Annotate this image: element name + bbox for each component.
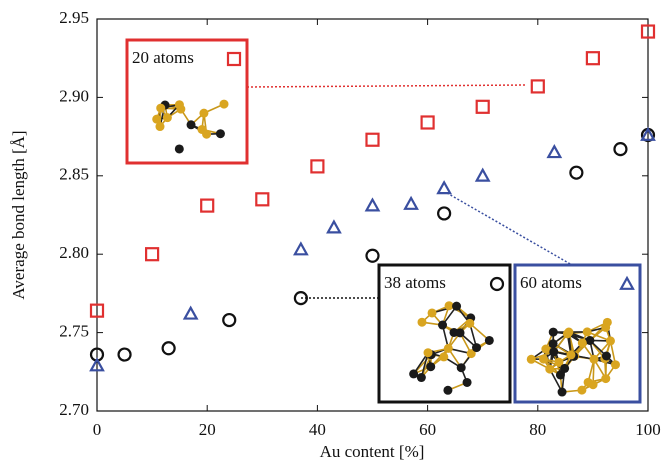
cluster-atom — [465, 319, 474, 328]
cluster-atom — [577, 386, 586, 395]
cluster-atom — [606, 336, 615, 345]
cluster-atom — [601, 374, 610, 383]
point — [295, 243, 307, 254]
y-axis-title: Average bond length [Å] — [9, 130, 28, 299]
point — [570, 167, 582, 179]
cluster-atom — [187, 120, 196, 129]
cluster-atom — [156, 104, 165, 113]
cluster-atom — [560, 364, 569, 373]
cluster-atom — [216, 129, 225, 138]
cluster-atom — [202, 130, 211, 139]
cluster-atom — [418, 318, 427, 327]
cluster-atom — [566, 350, 575, 359]
point — [328, 222, 340, 233]
x-tick-label: 40 — [309, 420, 326, 439]
x-tick-label: 100 — [635, 420, 661, 439]
cluster-atom — [175, 100, 184, 109]
cluster-atom — [578, 338, 587, 347]
y-tick-label: 2.80 — [59, 243, 89, 262]
point — [367, 250, 379, 262]
cluster-atom — [601, 323, 610, 332]
point — [438, 207, 450, 219]
point — [367, 134, 379, 146]
x-tick-label: 60 — [419, 420, 436, 439]
cluster-atom — [199, 109, 208, 118]
legend-label: 60 atoms — [520, 273, 582, 292]
cluster-atom — [457, 363, 466, 372]
x-tick-label: 0 — [93, 420, 102, 439]
cluster-atom — [443, 386, 452, 395]
cluster-atom — [539, 355, 548, 364]
point — [367, 200, 379, 211]
page: {"chart_data": {"type": "scatter", "xlab… — [0, 0, 664, 466]
cluster-atom — [585, 336, 594, 345]
cluster-atom — [472, 343, 481, 352]
x-tick-label: 80 — [529, 420, 546, 439]
point — [185, 308, 197, 319]
cluster-atom — [409, 369, 418, 378]
cluster-atom — [439, 352, 448, 361]
y-tick-label: 2.75 — [59, 322, 89, 341]
y-tick-label: 2.95 — [59, 8, 89, 27]
cluster-atom — [564, 328, 573, 337]
cluster-atom — [163, 113, 172, 122]
point — [532, 80, 544, 92]
chart: Au content [%] Average bond length [Å] 2… — [0, 0, 664, 466]
cluster-atom — [527, 355, 536, 364]
cluster-atom — [549, 339, 558, 348]
cluster-atom — [424, 348, 433, 357]
legend-label: 20 atoms — [132, 48, 194, 67]
y-tick-label: 2.70 — [59, 400, 89, 419]
cluster-atom — [438, 321, 447, 330]
point — [201, 200, 213, 212]
cluster-atom — [220, 100, 229, 109]
cluster-atom — [549, 347, 558, 356]
point — [477, 170, 489, 181]
cluster-atom — [611, 360, 620, 369]
point — [163, 342, 175, 354]
cluster-atom — [541, 345, 550, 354]
point — [477, 101, 489, 113]
point — [311, 160, 323, 172]
leader-line — [247, 85, 527, 87]
x-axis-title: Au content [%] — [320, 442, 425, 461]
cluster-atom — [589, 380, 598, 389]
point — [548, 146, 560, 157]
cluster-atom — [449, 328, 458, 337]
y-tick-label: 2.85 — [59, 165, 89, 184]
cluster-atom — [444, 344, 453, 353]
point — [614, 143, 626, 155]
y-tick-label: 2.90 — [59, 86, 89, 105]
point — [438, 182, 450, 193]
cluster-atom — [602, 351, 611, 360]
point — [146, 248, 158, 260]
point — [405, 198, 417, 209]
cluster-atom — [558, 388, 567, 397]
cluster-atom — [426, 362, 435, 371]
cluster-atom — [463, 378, 472, 387]
leader-line — [447, 193, 572, 265]
point — [119, 349, 131, 361]
legend-label: 38 atoms — [384, 273, 446, 292]
point — [587, 52, 599, 64]
point — [256, 193, 268, 205]
x-tick-label: 20 — [199, 420, 216, 439]
cluster-atom — [485, 336, 494, 345]
cluster-atom — [155, 122, 164, 131]
cluster-atom — [583, 327, 592, 336]
point — [422, 116, 434, 128]
cluster-atom — [175, 144, 184, 153]
cluster-atom — [428, 308, 437, 317]
cluster-atom — [549, 328, 558, 337]
cluster-atom — [545, 365, 554, 374]
cluster-atom — [452, 302, 461, 311]
cluster-atom — [417, 373, 426, 382]
point — [223, 314, 235, 326]
cluster-atom — [590, 355, 599, 364]
